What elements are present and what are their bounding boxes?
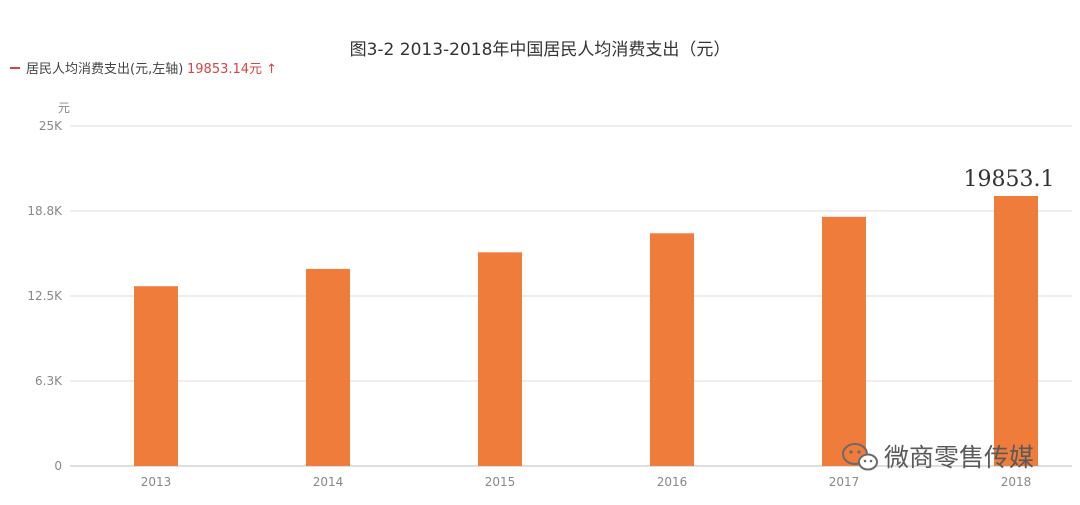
y-tick-label: 18.8K <box>27 204 63 218</box>
bar-2018[interactable] <box>994 195 1038 466</box>
x-axis-ticks: 2013 2014 2015 2016 2017 2018 <box>141 475 1032 489</box>
watermark-text: 微商零售传媒 <box>884 443 1034 472</box>
y-tick-label: 25K <box>39 119 63 133</box>
x-tick-label: 2018 <box>1001 475 1032 489</box>
data-labels: 19853.1 <box>964 167 1055 192</box>
y-tick-label: 6.3K <box>35 374 63 388</box>
wechat-icon <box>842 443 878 471</box>
x-tick-label: 2015 <box>485 475 516 489</box>
bar-2017[interactable] <box>822 216 866 466</box>
legend-value: 19853.14元 ↑ <box>187 62 277 77</box>
watermark: 微商零售传媒 <box>842 443 1034 472</box>
x-tick-label: 2013 <box>141 475 172 489</box>
data-label: 19853.1 <box>964 167 1055 192</box>
gridlines <box>70 125 1072 467</box>
y-tick-label: 0 <box>54 459 62 473</box>
x-tick-label: 2017 <box>829 475 860 489</box>
chart-title: 图3-2 2013-2018年中国居民人均消费支出（元） <box>350 40 731 60</box>
bars <box>134 195 1038 466</box>
legend-label: 居民人均消费支出(元,左轴) <box>26 62 183 77</box>
x-tick-label: 2014 <box>313 475 344 489</box>
legend[interactable]: 居民人均消费支出(元,左轴) 19853.14元 ↑ <box>10 62 277 77</box>
bar-2013[interactable] <box>134 286 178 466</box>
x-tick-label: 2016 <box>657 475 688 489</box>
y-tick-label: 12.5K <box>27 289 63 303</box>
bar-2015[interactable] <box>478 252 522 466</box>
bar-2016[interactable] <box>650 233 694 466</box>
y-axis-unit: 元 <box>58 101 70 115</box>
bar-2014[interactable] <box>306 268 350 466</box>
y-axis-ticks: 0 6.3K 12.5K 18.8K 25K <box>27 119 63 473</box>
